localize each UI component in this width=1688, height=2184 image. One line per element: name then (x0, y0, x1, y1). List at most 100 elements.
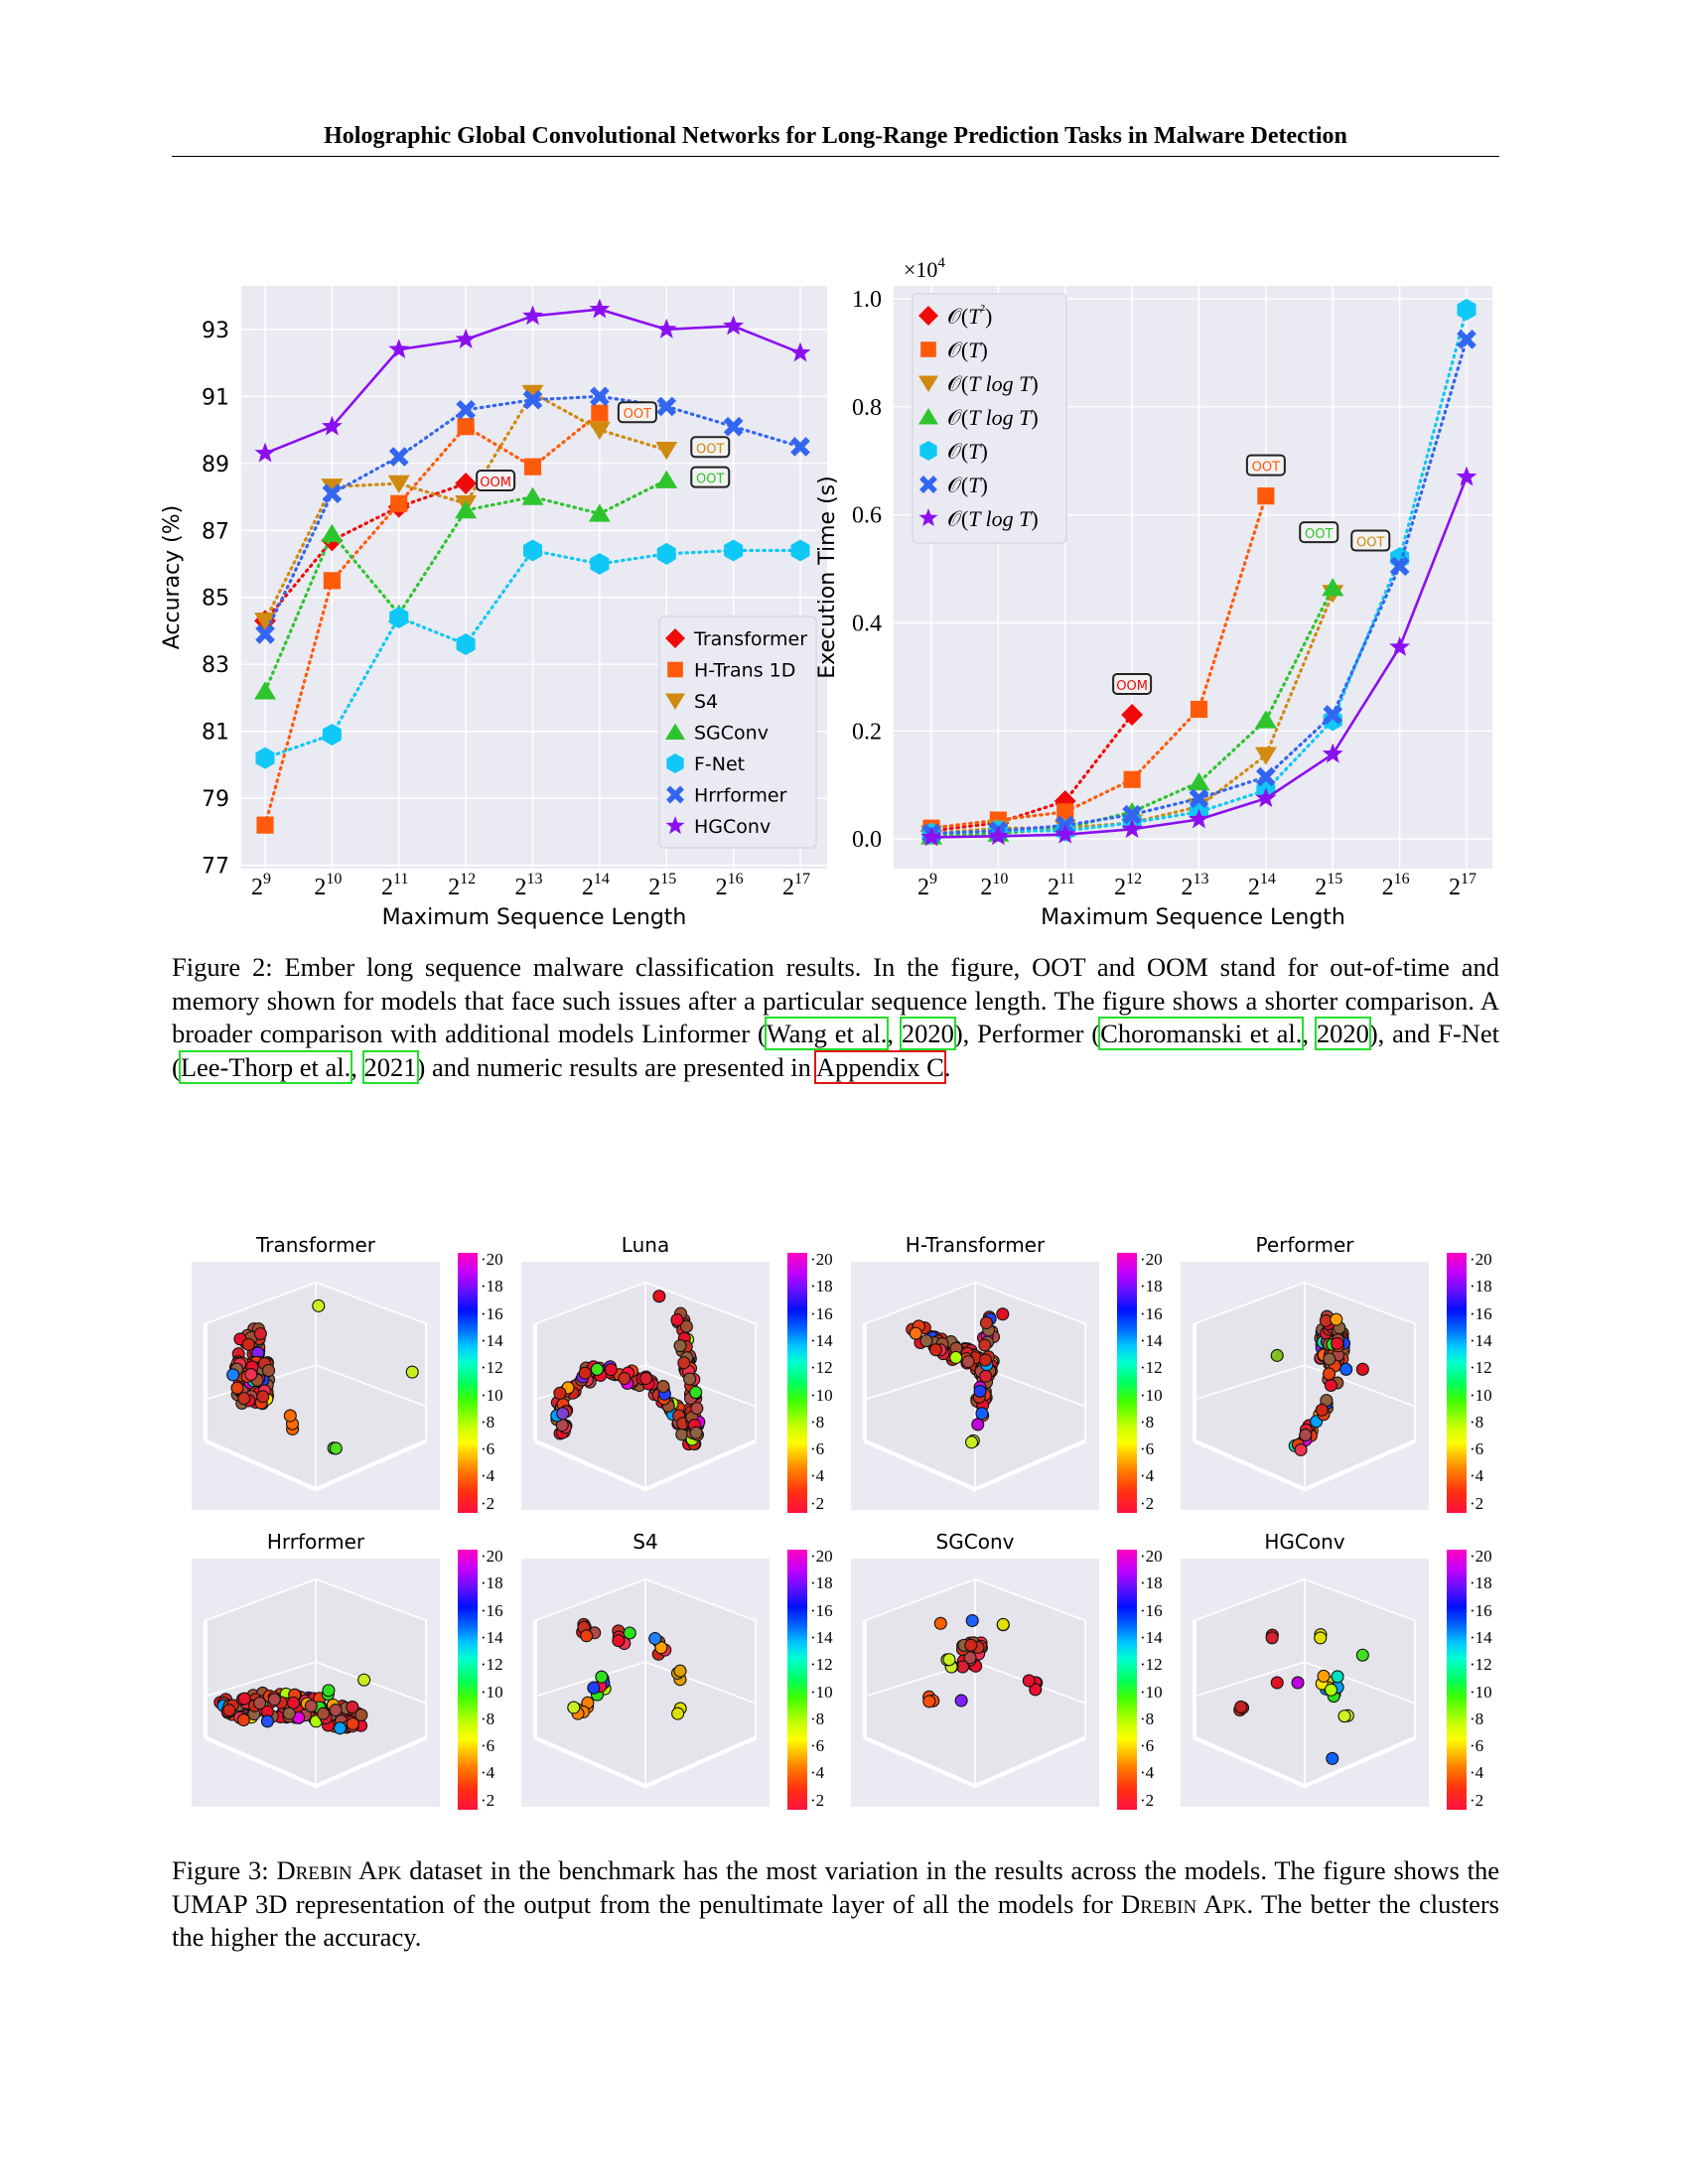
colorbar-tick-label: ·16 (810, 1600, 833, 1620)
legend-label: Hrrformer (694, 785, 787, 807)
umap-point (979, 1369, 993, 1383)
umap-point (648, 1632, 662, 1646)
data-point (1323, 705, 1343, 725)
data-point (389, 606, 409, 628)
data-point (522, 389, 543, 410)
umap-point (909, 1326, 922, 1340)
umap-point (1326, 1751, 1339, 1765)
umap-point (354, 1707, 368, 1722)
data-point (1322, 578, 1344, 597)
umap-point (357, 1673, 371, 1687)
umap-point (689, 1386, 703, 1400)
data-point (724, 539, 744, 562)
colorbar-tick-label: ·16 (810, 1303, 833, 1323)
data-point (1122, 804, 1142, 825)
umap-point (1270, 1676, 1284, 1690)
umap-point (346, 1716, 359, 1731)
colorbar-tick-label: ·14 (810, 1627, 833, 1647)
umap-point (405, 1365, 419, 1379)
umap-point (1323, 1352, 1336, 1366)
data-point (1389, 635, 1411, 656)
umap-panel-title: H-Transformer (905, 1233, 1046, 1257)
colorbar-tick-label: ·16 (481, 1303, 503, 1323)
annotation-label: OOT (696, 473, 724, 487)
citation-link[interactable]: 2020 (899, 1017, 956, 1050)
umap-point (236, 1713, 250, 1727)
data-point (1189, 788, 1209, 809)
umap-point (639, 1372, 653, 1386)
umap-point (241, 1337, 255, 1351)
annotation-box (1350, 529, 1391, 552)
data-point (255, 624, 275, 644)
umap-point (975, 1407, 989, 1421)
x-tick-label: 29 (251, 871, 271, 900)
umap-point (256, 1390, 270, 1404)
annotation-box (690, 466, 731, 488)
x-tick-label: 210 (980, 871, 1008, 900)
citation-link[interactable]: Choromanski et al. (1098, 1017, 1305, 1050)
citation-link[interactable]: 2020 (1314, 1017, 1371, 1050)
legend-marker (665, 693, 685, 710)
umap-point (1270, 1348, 1284, 1362)
legend-marker (666, 753, 684, 773)
colorbar-tick-label: ·10 (810, 1385, 833, 1405)
umap-point (237, 1392, 251, 1406)
colorbar-tick-label: ·6 (481, 1736, 495, 1756)
annotation-box (1245, 454, 1286, 477)
umap-point (553, 1386, 567, 1400)
umap-point (587, 1681, 601, 1695)
series-f-net (255, 539, 810, 769)
citation-link[interactable]: 2021 (361, 1049, 419, 1084)
annotation-label: OOT (1252, 461, 1280, 476)
umap-points (213, 1673, 371, 1735)
x-tick-label: 214 (582, 871, 610, 900)
citation-link[interactable]: Appendix C (814, 1049, 946, 1084)
data-point (455, 500, 478, 519)
legend-label: Transformer (693, 628, 807, 650)
umap-point (237, 1692, 251, 1706)
data-point (1254, 747, 1277, 765)
data-point (321, 523, 344, 542)
umap-point (226, 1368, 240, 1382)
series-line (263, 411, 602, 827)
umap-point (262, 1363, 276, 1377)
umap-point (623, 1626, 636, 1640)
umap-3d-scatter (521, 1559, 770, 1807)
umap-point (1315, 1403, 1329, 1417)
data-point (1322, 743, 1343, 763)
x-tick-label: 212 (448, 871, 476, 900)
y-tick-label: 87 (202, 519, 229, 544)
umap-point (1324, 1683, 1338, 1697)
colorbar-tick-label: ·10 (1470, 1385, 1492, 1405)
umap-point (1355, 1362, 1369, 1376)
y-axis-label: Accuracy (%) (160, 505, 185, 650)
umap-3d-scatter (1181, 1559, 1429, 1807)
series-h-trans-1d (256, 404, 609, 834)
colorbar-tick-label: ·8 (1140, 1412, 1155, 1432)
series-line (263, 481, 468, 622)
colorbar-tick-label: ·6 (1470, 1736, 1484, 1756)
data-point (656, 396, 677, 417)
data-point (1056, 803, 1074, 821)
data-point (321, 478, 344, 497)
umap-panel-title: S4 (633, 1530, 658, 1554)
dataset-name: Drebin Apk (276, 1855, 402, 1885)
colorbar-tick-label: ·8 (481, 1708, 495, 1728)
umap-point (1294, 1442, 1308, 1456)
colorbar-tick-label: ·20 (810, 1250, 833, 1269)
data-point (590, 553, 610, 576)
figure-2-caption: Figure 2: Ember long sequence malware cl… (172, 951, 1499, 1084)
annotation-label: OOT (1305, 527, 1333, 542)
umap-point (949, 1350, 963, 1364)
citation-link[interactable]: Wang et al. (764, 1017, 890, 1050)
data-point (1456, 466, 1477, 486)
colorbar-tick-label: ·20 (1470, 1250, 1492, 1269)
colorbar (1117, 1550, 1137, 1810)
citation-link[interactable]: Lee-Thorp et al. (178, 1049, 353, 1084)
colorbar (1447, 1253, 1467, 1513)
annotation-label: OOT (624, 407, 651, 422)
data-point (388, 447, 409, 467)
colorbar-tick-label: ·4 (481, 1466, 495, 1486)
data-point (790, 437, 810, 457)
colorbar-tick-label: ·8 (810, 1412, 825, 1432)
